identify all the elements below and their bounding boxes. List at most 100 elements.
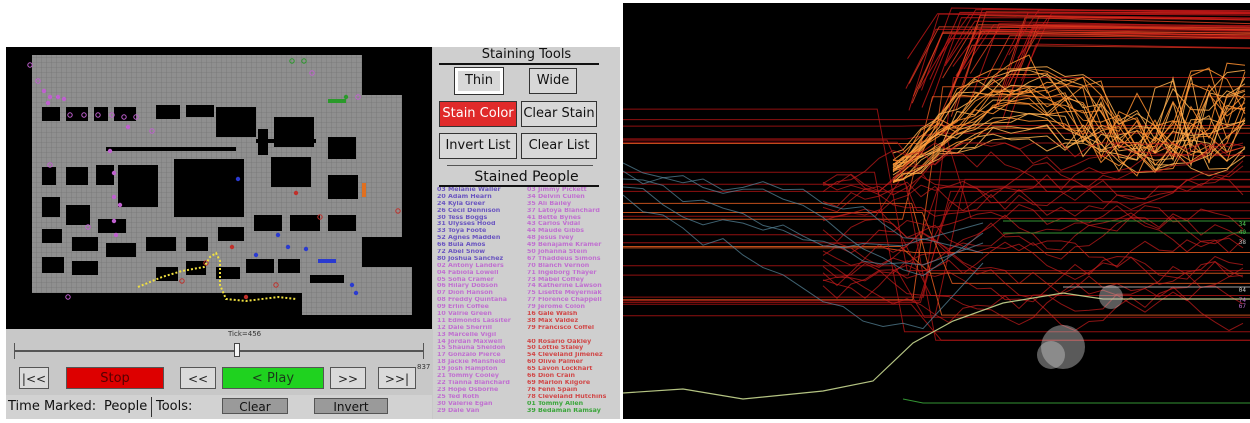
last-frame-button[interactable]: >>| [378, 367, 416, 389]
stained-person-item[interactable]: 15 Shauna Sheldon [437, 345, 511, 352]
trace-line [623, 203, 1250, 301]
stained-person-item[interactable]: 73 Mabel Coffey [527, 277, 606, 284]
clear-button[interactable]: Clear [222, 398, 288, 414]
stained-person-item[interactable]: 10 Valrie Green [437, 311, 511, 318]
stained-person-item[interactable]: 30 Valerie Egan [437, 401, 511, 408]
stained-person-item[interactable]: 79 Jerome Colon [527, 304, 606, 311]
trace-line [903, 399, 1250, 403]
stained-person-item[interactable]: 22 Tianna Blanchard [437, 380, 511, 387]
stained-person-item[interactable]: 69 Marlon Kilgore [527, 380, 606, 387]
wide-button[interactable]: Wide [529, 68, 577, 94]
stained-person-item[interactable]: 70 Blanch Vernon [527, 263, 606, 270]
step-forward-button[interactable]: >> [330, 367, 366, 389]
stained-person-item[interactable]: 04 Fabiola Lowell [437, 270, 511, 277]
play-button[interactable]: < Play [222, 367, 324, 389]
stained-person-item[interactable]: 67 Thaddeus Simons [527, 256, 606, 263]
stained-person-item[interactable]: 39 Bedaman Ramsay [527, 408, 606, 415]
stained-person-item[interactable]: 43 Carlos Vidal [527, 221, 606, 228]
trace-end-label: 34 [1239, 221, 1246, 228]
stained-person-item[interactable]: 03 Melanie Waller [437, 187, 511, 194]
stained-person-item[interactable]: 01 Tommy Allen [527, 401, 606, 408]
stained-person-item[interactable]: 40 Rosario Oakley [527, 339, 606, 346]
stop-button[interactable]: Stop [66, 367, 164, 389]
stained-person-item[interactable]: 25 Ted Roth [437, 394, 511, 401]
stained-person-item[interactable]: 75 Lisette Meyerniak [527, 290, 606, 297]
invert-button[interactable]: Invert [314, 398, 388, 414]
stained-person-item[interactable]: 80 Joshua Sanchez [437, 256, 511, 263]
trace-line [942, 45, 1250, 111]
stained-person-item[interactable]: 08 Freddy Quintana [437, 297, 511, 304]
stained-person-item[interactable]: 26 Cecil Dennison [437, 208, 511, 215]
timeline-track[interactable] [14, 350, 424, 352]
people-label[interactable]: People [104, 399, 147, 414]
stained-person-item[interactable]: 72 Abel Snow [437, 249, 511, 256]
stain-color-button[interactable]: Stain Color [439, 101, 517, 127]
stained-person-item[interactable]: 05 Sofia Cramer [437, 277, 511, 284]
stained-person-item[interactable]: 07 Dion Hanson [437, 290, 511, 297]
stained-person-item[interactable]: 50 Johanna Stein [527, 249, 606, 256]
stained-person-item[interactable]: 02 Antony Landers [437, 263, 511, 270]
stained-person-item[interactable]: 18 Jackie Mansfield [437, 359, 511, 366]
stained-person-item[interactable]: 03 Jimmy Pickett [527, 187, 606, 194]
stained-person-item[interactable]: 06 Hilary Dobson [437, 283, 511, 290]
building-floor-map[interactable] [6, 47, 432, 329]
trace-end-label: 67 [1239, 303, 1246, 310]
stained-person-item[interactable]: 12 Dale Sherrill [437, 325, 511, 332]
clear-list-button[interactable]: Clear List [521, 133, 597, 159]
invert-list-button[interactable]: Invert List [439, 133, 517, 159]
stained-person-item[interactable]: 65 Lavon Lockhart [527, 366, 606, 373]
stained-person-item[interactable]: 34 Delvin Cullen [527, 194, 606, 201]
stained-person-item[interactable]: 66 Dion Crain [527, 373, 606, 380]
trace-end-label: 04 [1239, 287, 1246, 294]
stained-person-item[interactable]: 76 Fenn Spain [527, 387, 606, 394]
step-back-button[interactable]: << [180, 367, 216, 389]
stained-person-item[interactable]: 30 Tess Boggs [437, 215, 511, 222]
thin-button[interactable]: Thin [455, 68, 503, 94]
stained-person-item[interactable]: 35 Ali Bailey [527, 201, 606, 208]
stained-person-item[interactable]: 49 Benajame Kramer [527, 242, 606, 249]
stained-person-item[interactable]: 54 Cleveland Jimenez [527, 352, 606, 359]
time-marked-label: Time Marked: [8, 399, 96, 414]
stained-person-item[interactable]: 14 Jordan Maxwell [437, 339, 511, 346]
timeline-thumb[interactable] [234, 343, 240, 357]
stained-person-item[interactable]: 74 Katherine Lawson [527, 283, 606, 290]
trace-line [1007, 33, 1250, 87]
stained-person-item[interactable]: 16 Gale Walsh [527, 311, 606, 318]
stained-person-item[interactable]: 20 Adam Hearn [437, 194, 511, 201]
clear-stain-button[interactable]: Clear Stain [521, 101, 597, 127]
stained-person-item[interactable]: 66 Bula Amos [437, 242, 511, 249]
title-underline [439, 63, 599, 65]
stained-person-item[interactable]: 79 Francisco Coffel [527, 325, 606, 332]
staining-tools-title: Staining Tools [433, 47, 620, 62]
stained-person-item[interactable]: 77 Florence Chappell [527, 297, 606, 304]
stained-person-item[interactable]: 21 Tommy Cooley [437, 373, 511, 380]
stained-person-item[interactable]: 31 Ulysses Hood [437, 221, 511, 228]
stained-person-item[interactable]: 78 Cleveland Hutchins [527, 394, 606, 401]
stained-person-item[interactable]: 24 Kyla Greer [437, 201, 511, 208]
tick-label: Tick=456 [228, 330, 261, 338]
stained-person-item[interactable]: 11 Edmonds Lassiter [437, 318, 511, 325]
stained-person-item[interactable]: 52 Agnes Madden [437, 235, 511, 242]
stained-person-item[interactable]: 37 Latoya Blanchard [527, 208, 606, 215]
first-frame-button[interactable]: |<< [19, 367, 49, 389]
stained-person-item[interactable]: 17 Gonzalo Pierce [437, 352, 511, 359]
stained-person-item[interactable]: 48 Jesus Ivey [527, 235, 606, 242]
trace-line [623, 172, 1250, 216]
stained-person-item[interactable]: 29 Dale Van [437, 408, 511, 415]
stained-person-item[interactable]: 50 Lottie Staley [527, 345, 606, 352]
stained-person-item[interactable]: 13 Marcelle Vigil [437, 332, 511, 339]
stained-person-item[interactable]: 41 Bette Bynes [527, 215, 606, 222]
stained-person-item[interactable]: 38 Max Valdez [527, 318, 606, 325]
stained-person-item[interactable]: 44 Maude Gibbs [527, 228, 606, 235]
stained-person-item[interactable] [527, 332, 606, 339]
stained-person-item[interactable]: 33 Toya Foote [437, 228, 511, 235]
stained-person-item[interactable]: 19 Josh Hampton [437, 366, 511, 373]
stained-person-item[interactable]: 23 Hope Osborne [437, 387, 511, 394]
stained-person-item[interactable]: 60 Olive Palmer [527, 359, 606, 366]
staining-tools-panel: Staining Tools Thin Wide Stain Color Cle… [433, 47, 620, 419]
stained-person-item[interactable]: 09 Erlin Coffee [437, 304, 511, 311]
stained-person-item[interactable]: 71 Ingeborg Thayer [527, 270, 606, 277]
